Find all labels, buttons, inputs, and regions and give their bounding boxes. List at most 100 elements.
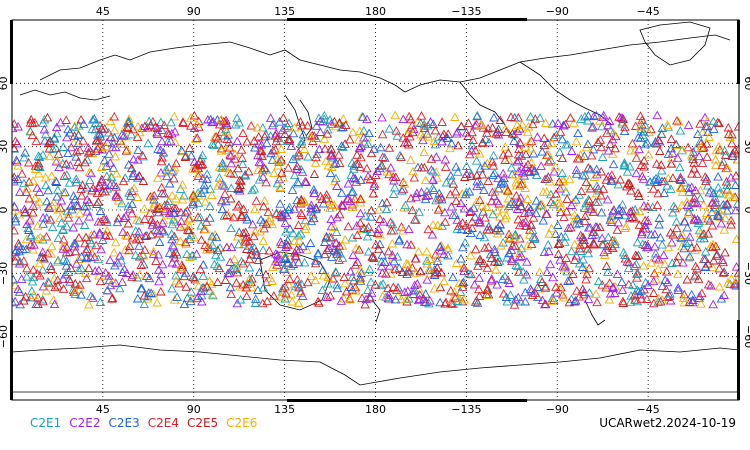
observation-triangle <box>81 232 91 242</box>
observation-triangle <box>60 269 70 279</box>
observation-triangle <box>271 209 282 219</box>
observation-triangle <box>602 194 613 204</box>
observation-triangle <box>52 275 63 284</box>
observation-triangle <box>686 182 697 192</box>
observation-triangle <box>390 182 400 192</box>
observation-triangle <box>161 164 171 174</box>
observation-triangle <box>132 272 143 282</box>
observation-triangle <box>63 148 73 158</box>
observation-triangle <box>634 220 645 229</box>
observation-triangle <box>242 136 252 146</box>
observation-triangle <box>237 212 247 221</box>
observation-triangle <box>295 117 306 126</box>
observation-triangle <box>558 292 569 302</box>
observation-triangle <box>422 129 433 138</box>
observation-triangle <box>175 222 186 231</box>
observation-triangle <box>579 151 590 160</box>
observation-triangle <box>568 269 578 278</box>
observation-triangle <box>638 126 649 136</box>
observation-triangle <box>28 265 39 274</box>
observation-triangle <box>547 296 557 305</box>
observation-triangle <box>632 269 642 278</box>
observation-triangle <box>207 139 218 149</box>
observation-triangle <box>634 144 644 154</box>
observation-triangle <box>144 273 155 283</box>
observation-triangle <box>532 132 543 141</box>
observation-triangle <box>416 111 427 120</box>
observation-triangle <box>249 136 259 145</box>
observation-triangle <box>148 217 158 227</box>
observation-triangle <box>581 177 592 187</box>
observation-triangle <box>428 166 438 176</box>
right-lat-label: 0 <box>742 207 750 214</box>
observation-triangle <box>695 119 705 128</box>
observation-triangle <box>487 156 498 166</box>
observation-triangle <box>386 268 396 278</box>
observation-triangle <box>560 237 570 246</box>
observation-triangle <box>355 162 365 172</box>
observation-triangle <box>258 172 268 181</box>
observation-triangle <box>105 255 115 265</box>
observation-triangle <box>719 290 729 299</box>
right-lat-label: −30 <box>742 262 750 285</box>
observation-triangle <box>34 158 44 168</box>
observation-triangle <box>564 297 575 307</box>
observation-triangle <box>188 190 198 200</box>
observation-triangle <box>466 168 476 178</box>
observation-triangle <box>278 263 289 273</box>
observation-triangle <box>597 121 607 131</box>
observation-triangle <box>188 197 198 207</box>
observation-triangle <box>636 294 647 303</box>
observation-triangle <box>366 205 377 215</box>
observation-triangle <box>436 267 447 277</box>
observation-triangle <box>369 179 380 188</box>
observation-triangle <box>580 203 590 212</box>
observation-triangle <box>326 214 336 224</box>
observation-triangle <box>59 171 70 180</box>
observation-triangle <box>584 196 595 205</box>
observation-triangle <box>225 257 235 266</box>
observation-triangle <box>525 111 536 121</box>
observation-triangle <box>545 259 556 269</box>
observation-triangle <box>511 177 521 187</box>
observation-triangle <box>451 196 461 205</box>
observation-triangle <box>464 268 474 278</box>
observation-triangle <box>331 227 342 236</box>
observation-triangle <box>392 131 403 140</box>
observation-triangle <box>639 200 649 210</box>
observation-triangle <box>149 194 159 204</box>
observation-triangle <box>538 187 549 196</box>
observation-triangle <box>717 255 728 264</box>
observation-triangle <box>666 143 676 153</box>
observation-triangle <box>700 172 710 181</box>
bottom-lon-label: −135 <box>451 403 481 416</box>
observation-triangle <box>530 233 540 242</box>
observation-triangle <box>224 211 235 220</box>
observation-triangle <box>403 259 413 269</box>
observation-triangle <box>591 188 602 198</box>
observation-triangle <box>723 122 734 132</box>
observation-triangle <box>99 214 109 224</box>
observation-triangle <box>149 198 160 208</box>
observation-triangle <box>589 172 600 181</box>
observation-triangle <box>217 204 228 214</box>
observation-triangle <box>156 156 167 166</box>
observation-triangle <box>510 241 521 250</box>
observation-triangle <box>629 213 640 223</box>
observation-triangle <box>125 191 136 200</box>
observation-triangle <box>443 245 453 254</box>
observation-triangle <box>628 280 638 289</box>
observation-triangle <box>561 139 571 149</box>
observation-triangle <box>296 194 307 204</box>
observation-triangle <box>523 159 533 169</box>
observation-triangle <box>493 173 503 183</box>
observation-triangle <box>175 184 186 193</box>
observation-triangle <box>244 236 255 245</box>
observation-triangle <box>220 275 231 284</box>
observation-triangle <box>177 194 188 204</box>
observation-triangle <box>427 183 438 192</box>
observation-triangle <box>633 268 643 278</box>
observation-triangle <box>355 218 365 227</box>
bottom-lon-label: 45 <box>96 403 110 416</box>
observation-triangle <box>236 210 247 220</box>
